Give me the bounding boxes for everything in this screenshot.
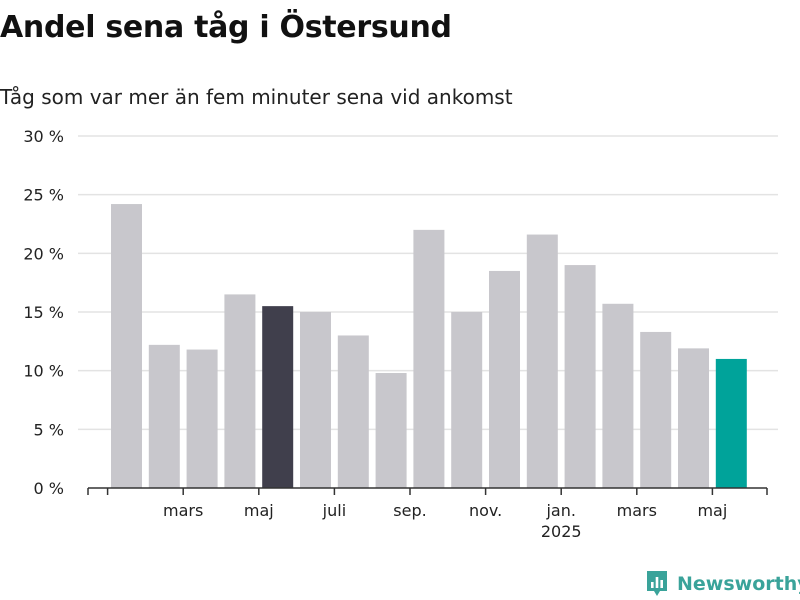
bar bbox=[678, 348, 709, 488]
x-tick-label: juli bbox=[322, 501, 346, 520]
bar bbox=[602, 303, 634, 488]
chart-subtitle: Tåg som var mer än fem minuter sena vid … bbox=[0, 85, 513, 109]
x-tick-label: mars bbox=[163, 501, 203, 520]
y-tick-label: 15 % bbox=[23, 303, 64, 322]
y-axis-ticks: 0 % 5 % 10 % 15 % 20 % 25 % 30 % bbox=[23, 127, 64, 498]
newsworthy-logo-icon bbox=[647, 571, 667, 596]
chart-title: Andel sena tåg i Östersund bbox=[0, 10, 452, 45]
bar bbox=[224, 294, 256, 488]
y-tick-label: 0 % bbox=[34, 479, 64, 498]
y-tick-label: 20 % bbox=[23, 244, 64, 263]
bar bbox=[262, 306, 294, 488]
y-tick-label: 30 % bbox=[23, 127, 64, 146]
bar bbox=[186, 349, 218, 488]
bar bbox=[451, 312, 483, 488]
y-tick-label: 5 % bbox=[34, 420, 64, 439]
brand-name: Newsworthy bbox=[677, 573, 800, 595]
x-tick-label: maj bbox=[697, 501, 727, 520]
y-tick-label: 10 % bbox=[23, 362, 64, 381]
bar bbox=[375, 373, 407, 488]
y-tick-label: 25 % bbox=[23, 186, 64, 205]
x-tick-label: nov. bbox=[469, 501, 502, 520]
x-tick-label: mars bbox=[617, 501, 657, 520]
x-tick-label: sep. bbox=[393, 501, 426, 520]
bar bbox=[489, 270, 520, 488]
brand-logo: Newsworthy bbox=[645, 569, 800, 599]
x-tick-label: maj bbox=[244, 501, 274, 520]
bar bbox=[413, 229, 445, 488]
x-tick-year-label: 2025 bbox=[541, 522, 582, 541]
bar bbox=[564, 265, 596, 488]
bar bbox=[300, 312, 331, 488]
bar bbox=[148, 344, 180, 488]
bar bbox=[715, 358, 747, 488]
bar bbox=[526, 234, 558, 488]
x-tick-label: jan. bbox=[545, 501, 575, 520]
bar bbox=[640, 331, 672, 488]
bar bbox=[337, 335, 369, 488]
bar bbox=[111, 204, 142, 488]
x-axis-ticks: mars maj juli sep. nov. jan. 2025 mars maj bbox=[87, 488, 768, 541]
bars bbox=[111, 204, 747, 488]
